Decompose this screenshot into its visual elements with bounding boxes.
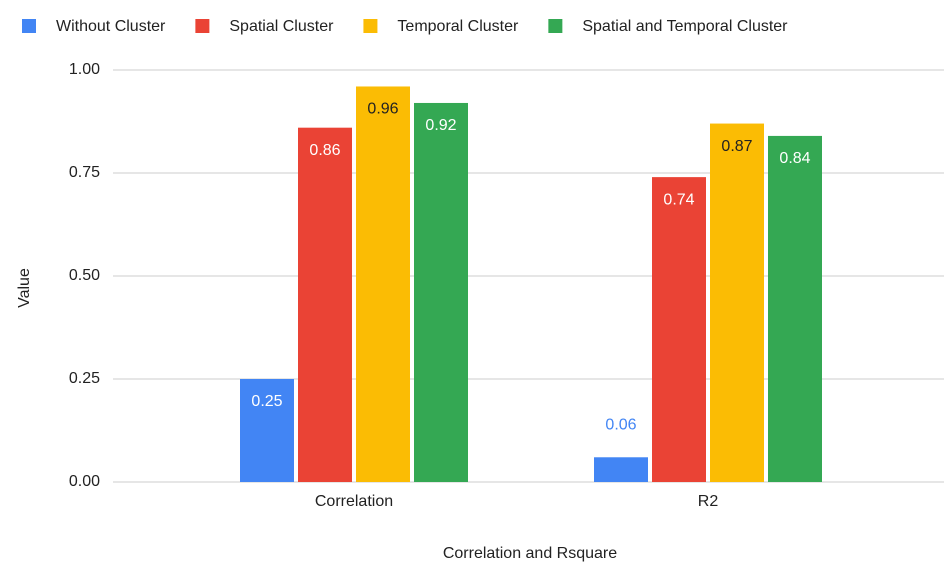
data-label: 0.25 — [251, 393, 282, 410]
legend-swatch — [22, 19, 36, 33]
legend-swatch — [195, 19, 210, 33]
legend-label: Without Cluster — [56, 18, 166, 35]
legend-label: Spatial and Temporal Cluster — [582, 18, 788, 35]
y-tick-label: 0.75 — [69, 164, 100, 181]
data-label: 0.84 — [779, 150, 810, 167]
bar — [710, 123, 764, 482]
x-tick-label: Correlation — [315, 493, 393, 510]
y-axis-label: Value — [16, 268, 33, 308]
x-tick-label: R2 — [698, 493, 719, 510]
legend-label: Temporal Cluster — [397, 18, 519, 35]
data-label: 0.06 — [605, 416, 636, 433]
data-label: 0.87 — [721, 138, 752, 155]
legend-swatch — [363, 19, 378, 33]
y-tick-label: 1.00 — [69, 61, 100, 78]
data-label: 0.92 — [425, 117, 456, 134]
legend-label: Spatial Cluster — [229, 18, 334, 35]
y-tick-label: 0.00 — [69, 473, 100, 490]
y-tick-label: 0.25 — [69, 370, 100, 387]
data-label: 0.96 — [367, 101, 398, 118]
bar — [594, 457, 648, 482]
bar — [652, 177, 706, 482]
data-label: 0.86 — [309, 142, 340, 159]
bar — [240, 379, 294, 482]
bar — [414, 102, 468, 483]
legend-swatch — [548, 19, 563, 33]
bar — [768, 135, 822, 483]
bar — [298, 127, 352, 483]
data-label: 0.74 — [663, 191, 694, 208]
y-tick-label: 0.50 — [69, 267, 100, 284]
bar — [356, 86, 410, 482]
x-axis-label: Correlation and Rsquare — [443, 545, 617, 562]
